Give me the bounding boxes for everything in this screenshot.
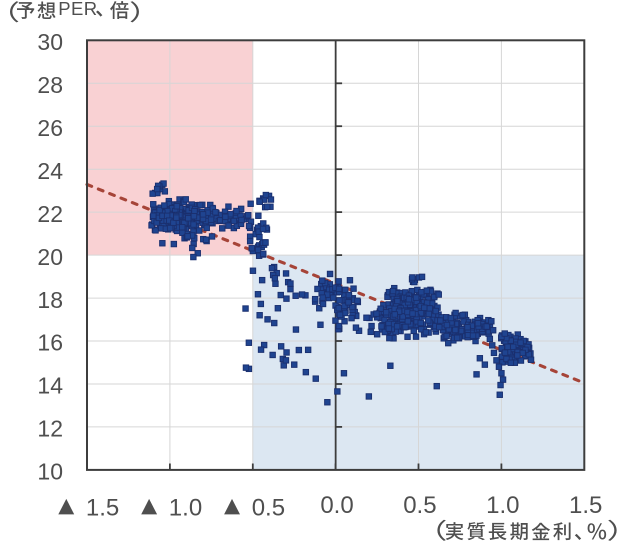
svg-text:10: 10 — [37, 459, 63, 485]
svg-text:14: 14 — [37, 373, 63, 399]
svg-text:0.0: 0.0 — [320, 492, 353, 519]
svg-text:28: 28 — [37, 72, 63, 98]
svg-text:0.5: 0.5 — [252, 494, 285, 521]
svg-text:18: 18 — [37, 287, 63, 313]
svg-text:26: 26 — [37, 115, 63, 141]
svg-text:PER: PER — [58, 0, 97, 19]
svg-text:30: 30 — [37, 29, 63, 55]
svg-text:1.0: 1.0 — [169, 494, 202, 521]
svg-text:12: 12 — [37, 416, 63, 442]
svg-text:1.0: 1.0 — [486, 492, 519, 519]
svg-text:16: 16 — [37, 330, 63, 356]
svg-text:20: 20 — [37, 244, 63, 270]
svg-text:1.5: 1.5 — [86, 494, 119, 521]
svg-text:22: 22 — [37, 201, 63, 227]
svg-text:0.5: 0.5 — [403, 492, 436, 519]
svg-text:1.5: 1.5 — [569, 492, 602, 519]
svg-text:24: 24 — [37, 158, 63, 184]
